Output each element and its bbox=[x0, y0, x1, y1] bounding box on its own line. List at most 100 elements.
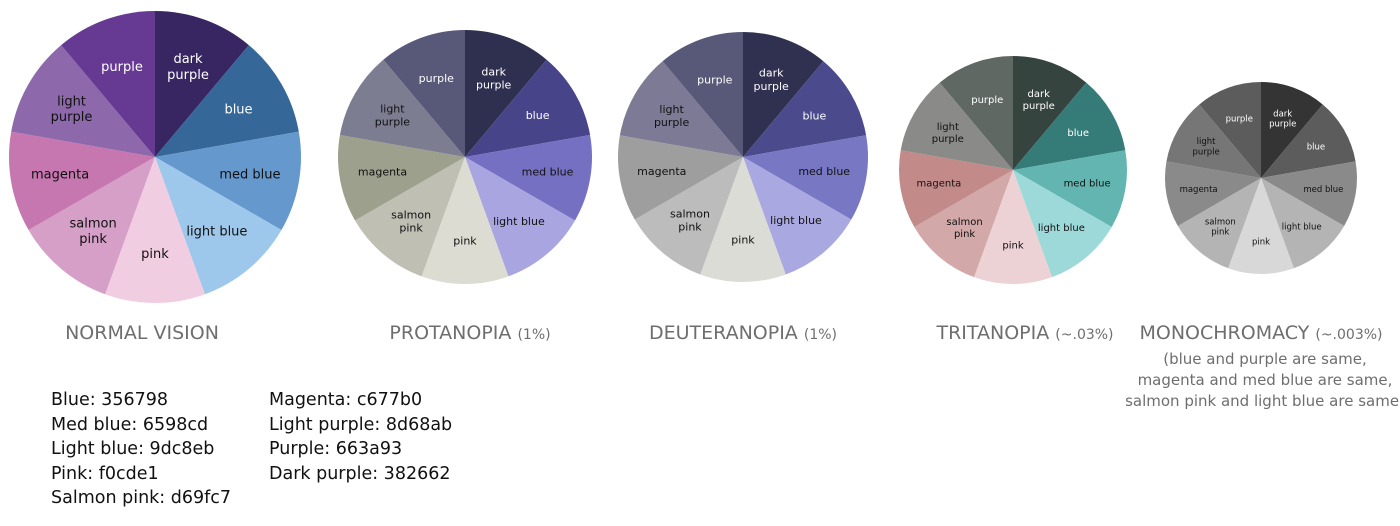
slice-label-line: purple bbox=[1269, 120, 1296, 130]
slice-label: magenta bbox=[31, 167, 89, 182]
slice-label-line: magenta bbox=[917, 179, 962, 190]
pie-slice bbox=[900, 82, 1013, 170]
pie-slice bbox=[155, 157, 282, 295]
pie-slice bbox=[974, 170, 1052, 284]
slice-label-line: purple bbox=[754, 80, 790, 93]
slice-label-line: salmon bbox=[670, 207, 710, 220]
caption-percentage: (~.03%) bbox=[1055, 327, 1114, 343]
pie-slice bbox=[155, 45, 299, 157]
slice-label-line: light blue bbox=[1038, 223, 1085, 234]
slice-label: magenta bbox=[917, 179, 962, 190]
legend-entry: Med blue: 6598cd bbox=[51, 414, 209, 435]
slice-label: light purple bbox=[375, 102, 411, 128]
pie-slice bbox=[9, 131, 155, 230]
slice-label: dark purple bbox=[476, 66, 512, 92]
caption-title: NORMAL VISION bbox=[65, 322, 219, 344]
slice-label-line: salmon bbox=[1205, 217, 1236, 227]
slice-label-line: med blue bbox=[1064, 179, 1111, 190]
slice-label: dark purple bbox=[1269, 109, 1296, 129]
slice-label-line: pink bbox=[678, 221, 702, 234]
slice-label: magenta bbox=[358, 165, 407, 178]
slice-label-line: dark bbox=[481, 66, 506, 79]
slice-label: light blue bbox=[186, 224, 247, 239]
slice-label-line: med blue bbox=[219, 167, 280, 182]
caption-deuteranopia: DEUTERANOPIA (1%) bbox=[649, 322, 837, 344]
pie-slice bbox=[700, 157, 786, 282]
slice-label: salmon pink bbox=[391, 209, 431, 235]
pie-slice bbox=[383, 30, 465, 157]
slice-label: pink bbox=[1252, 237, 1270, 247]
slice-label-line: light bbox=[1197, 137, 1217, 147]
slice-label-line: blue bbox=[526, 109, 550, 122]
pie-slice bbox=[105, 157, 205, 304]
pie-slice bbox=[465, 157, 575, 277]
pie-slice bbox=[618, 135, 743, 220]
slice-label-line: purple bbox=[1192, 147, 1219, 157]
slice-label-line: purple bbox=[971, 95, 1003, 106]
pie-slice bbox=[619, 61, 743, 157]
pie-slice bbox=[1228, 178, 1294, 274]
slice-label: light blue bbox=[1038, 223, 1085, 234]
pie-slice bbox=[155, 131, 301, 230]
slice-label-line: purple bbox=[375, 116, 411, 129]
pie-slice bbox=[1013, 82, 1126, 170]
pie-slice bbox=[11, 45, 155, 157]
slice-label-line: pink bbox=[731, 233, 755, 246]
slice-label-line: purple bbox=[167, 68, 209, 83]
slice-label-line: pink bbox=[1002, 241, 1023, 252]
caption-monochromacy: MONOCHROMACY (~.003%) bbox=[1139, 322, 1382, 344]
pie-slice bbox=[939, 56, 1013, 170]
note-line: (blue and purple are same, bbox=[1163, 350, 1367, 368]
slice-label: magenta bbox=[1180, 185, 1218, 195]
slice-label: blue bbox=[1307, 142, 1325, 152]
slice-label: med blue bbox=[522, 165, 574, 178]
pie-slice bbox=[1261, 161, 1357, 226]
pie-slice bbox=[1013, 170, 1112, 278]
pie-slice bbox=[1261, 104, 1356, 178]
legend-entry: Purple: 663a93 bbox=[269, 439, 403, 459]
slice-label-line: magenta bbox=[358, 165, 407, 178]
slice-label-line: purple bbox=[697, 73, 733, 86]
note-line: salmon pink and light blue are same) bbox=[1125, 392, 1400, 410]
slice-label: dark purple bbox=[1023, 89, 1055, 112]
legend-entry: Light purple: 8d68ab bbox=[269, 414, 453, 435]
pie-slice bbox=[743, 61, 867, 157]
hex-legend-right: Magenta: c677b0 Light purple: 8d68ab Pur… bbox=[269, 388, 452, 486]
caption-title: DEUTERANOPIA bbox=[649, 322, 798, 344]
pie-slice bbox=[339, 59, 465, 157]
pie-slice bbox=[61, 10, 155, 157]
pie-slice bbox=[465, 30, 547, 157]
legend-entry: Magenta: c677b0 bbox=[269, 390, 423, 410]
slice-label: pink bbox=[1002, 241, 1023, 252]
pie-slice bbox=[1199, 82, 1261, 178]
pie-slice bbox=[337, 134, 465, 221]
pie-slice bbox=[743, 135, 868, 220]
slice-label-line: magenta bbox=[637, 165, 686, 178]
caption-tritanopia: TRITANOPIA (~.03%) bbox=[936, 322, 1113, 344]
slice-label-line: purple bbox=[654, 116, 690, 129]
slice-label: blue bbox=[803, 110, 827, 123]
slice-label-line: pink bbox=[79, 232, 107, 247]
slice-label-line: purple bbox=[419, 72, 455, 85]
pie-slice bbox=[662, 32, 743, 157]
pie-slice bbox=[898, 150, 1013, 227]
slice-label-line: med blue bbox=[798, 165, 850, 178]
slice-label: magenta bbox=[637, 165, 686, 178]
slice-label-line: pink bbox=[954, 229, 975, 240]
pie-slice bbox=[355, 157, 465, 277]
slice-label-line: dark bbox=[1028, 89, 1051, 100]
legend-entry: Dark purple: 382662 bbox=[269, 463, 451, 484]
slice-label: light purple bbox=[654, 103, 690, 129]
slice-label-line: blue bbox=[803, 110, 827, 123]
pie-slice bbox=[914, 170, 1013, 278]
monochromacy-note: (blue and purple are same, magenta and m… bbox=[1125, 349, 1400, 412]
slice-label: salmon pink bbox=[946, 217, 982, 240]
pie-slice bbox=[465, 134, 593, 221]
slice-label: pink bbox=[453, 235, 477, 248]
slice-label: light blue bbox=[1282, 223, 1322, 233]
slice-label: purple bbox=[697, 73, 733, 86]
